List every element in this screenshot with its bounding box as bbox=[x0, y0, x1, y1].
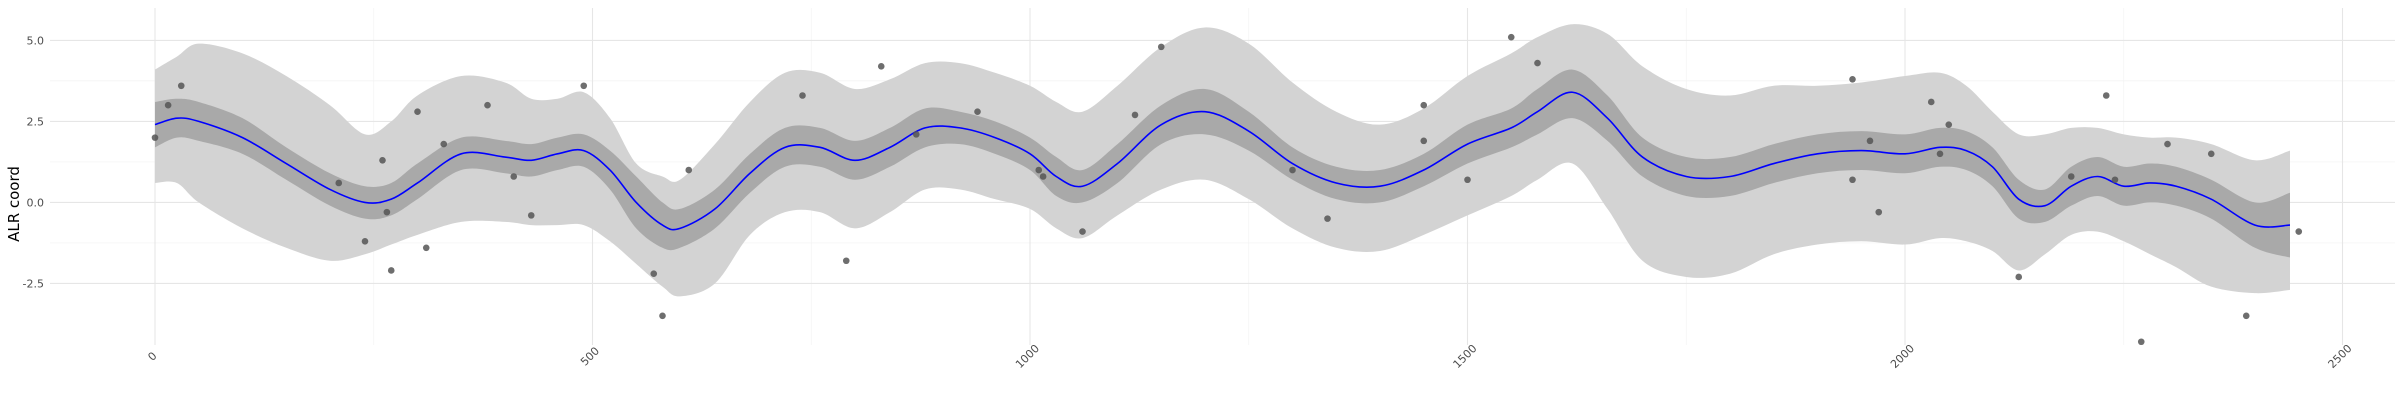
data-point bbox=[1420, 137, 1428, 145]
data-point bbox=[335, 179, 343, 187]
data-point bbox=[2102, 92, 2110, 99]
y-tick-label: 5.0 bbox=[27, 34, 45, 47]
data-point bbox=[1507, 33, 1515, 41]
data-point bbox=[580, 82, 588, 90]
data-point bbox=[1079, 228, 1086, 235]
data-point bbox=[2015, 273, 2023, 281]
data-point bbox=[1289, 166, 1296, 174]
x-tick-label: 1500 bbox=[1451, 342, 1480, 371]
data-point bbox=[1035, 166, 1043, 174]
confidence-bands bbox=[155, 24, 2290, 297]
data-point bbox=[1534, 59, 1541, 67]
data-point bbox=[1875, 208, 1883, 216]
data-point bbox=[151, 134, 159, 141]
data-point bbox=[1849, 176, 1856, 184]
data-point bbox=[527, 212, 535, 219]
data-point bbox=[1849, 75, 1856, 83]
x-tick-label: 1000 bbox=[1013, 342, 1042, 371]
data-points bbox=[151, 33, 2303, 346]
data-point bbox=[177, 82, 185, 90]
data-point bbox=[1039, 173, 1047, 180]
data-point bbox=[2111, 176, 2119, 184]
x-tick-label: 500 bbox=[578, 345, 602, 369]
data-point bbox=[659, 312, 666, 320]
y-axis-title: ALR coord bbox=[5, 166, 23, 242]
data-point bbox=[1420, 101, 1428, 109]
data-point bbox=[2164, 140, 2171, 148]
data-point bbox=[1945, 121, 1953, 128]
data-point bbox=[2067, 173, 2075, 180]
x-tick-label: 2500 bbox=[2326, 342, 2355, 371]
y-tick-label: 0.0 bbox=[27, 196, 45, 209]
data-point bbox=[1927, 98, 1935, 106]
data-point bbox=[164, 101, 172, 109]
data-point bbox=[912, 131, 920, 138]
y-tick-label: 2.5 bbox=[27, 115, 45, 128]
data-point bbox=[1866, 137, 1874, 145]
data-point bbox=[383, 208, 391, 216]
y-axis-ticks: -2.5 0.0 2.5 5.0 bbox=[23, 34, 44, 290]
data-point bbox=[1936, 150, 1944, 158]
data-point bbox=[422, 244, 430, 252]
data-point bbox=[685, 166, 693, 174]
data-point bbox=[2137, 338, 2145, 346]
data-point bbox=[1464, 176, 1471, 184]
data-point bbox=[510, 173, 518, 180]
data-point bbox=[799, 92, 806, 99]
data-point bbox=[2242, 312, 2250, 320]
y-tick-label: -2.5 bbox=[23, 277, 44, 290]
x-tick-label: 0 bbox=[145, 349, 159, 363]
data-point bbox=[1131, 111, 1139, 119]
data-point bbox=[1157, 43, 1165, 51]
data-point bbox=[2295, 228, 2303, 235]
fit-line bbox=[154, 91, 2291, 231]
x-tick-label: 2000 bbox=[1888, 342, 1917, 371]
data-point bbox=[379, 156, 386, 164]
inner-confidence-band bbox=[155, 69, 2290, 258]
data-point bbox=[842, 257, 850, 265]
data-point bbox=[650, 270, 658, 278]
data-point bbox=[414, 108, 421, 115]
data-point bbox=[2207, 150, 2215, 158]
data-point bbox=[877, 63, 885, 70]
data-point bbox=[974, 108, 981, 115]
data-point bbox=[440, 140, 448, 148]
data-point bbox=[1324, 215, 1331, 222]
data-point bbox=[387, 267, 395, 274]
x-axis-ticks: 0 500 1000 1500 2000 2500 bbox=[145, 342, 2354, 371]
data-point bbox=[361, 238, 369, 245]
fit-line-group bbox=[154, 91, 2291, 231]
data-point bbox=[484, 101, 491, 109]
